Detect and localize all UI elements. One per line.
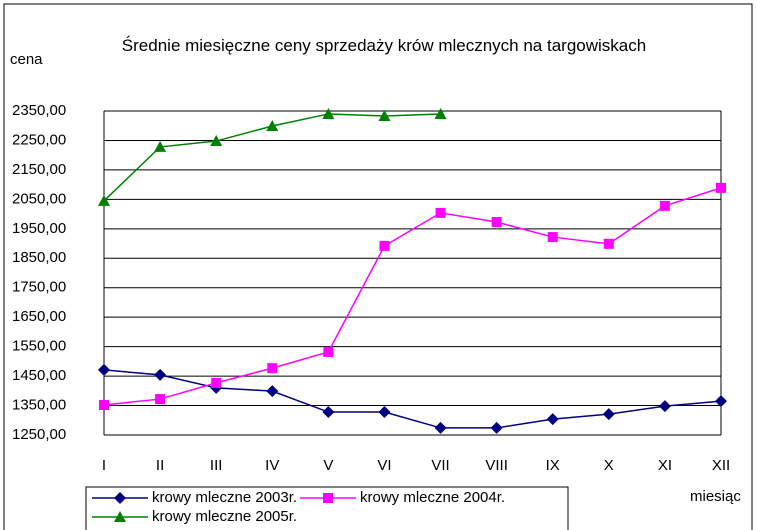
y-tick-label: 1850,00 (12, 249, 66, 266)
marker-diamond (114, 492, 126, 504)
x-tick-label: II (156, 457, 164, 474)
series-line (103, 187, 722, 406)
marker-triangle (98, 194, 110, 206)
x-tick-label: XI (658, 457, 672, 474)
x-tick-label: VII (431, 457, 449, 474)
y-tick-label: 2150,00 (12, 161, 66, 178)
series-line (103, 369, 722, 429)
marker-diamond (546, 413, 559, 426)
marker-square (603, 238, 614, 249)
marker-triangle (210, 135, 223, 147)
marker-square (491, 217, 502, 228)
marker-triangle (114, 511, 126, 522)
y-tick-label: 1250,00 (12, 426, 66, 443)
marker-diamond (715, 395, 727, 408)
marker-square (99, 399, 109, 410)
marker-square (716, 182, 726, 193)
marker-triangle (154, 140, 167, 152)
y-tick-label: 2350,00 (12, 102, 66, 119)
y-tick-label: 1950,00 (12, 220, 66, 237)
marker-diamond (266, 385, 279, 398)
marker-diamond (490, 421, 503, 434)
chart-title: Średnie miesięczne ceny sprzedaży krów m… (121, 36, 647, 55)
marker-square (659, 200, 670, 211)
marker-square (435, 207, 446, 218)
marker-square (379, 240, 390, 251)
x-tick-label: V (323, 457, 333, 474)
chart-border (3, 3, 753, 530)
marker-square (155, 394, 166, 405)
y-tick-label: 1650,00 (12, 308, 66, 325)
x-tick-label: X (604, 457, 614, 474)
x-tick-label: III (210, 457, 223, 474)
marker-square (267, 363, 278, 374)
y-tick-label: 1450,00 (12, 367, 66, 384)
marker-square (323, 493, 333, 503)
marker-diamond (434, 421, 447, 434)
y-tick-label: 1350,00 (12, 397, 66, 414)
marker-triangle (434, 107, 447, 119)
y-tick-label: 1550,00 (12, 338, 66, 355)
marker-square (211, 377, 222, 388)
marker-diamond (658, 400, 671, 413)
x-tick-label: IV (265, 457, 279, 474)
x-tick-label: I (102, 457, 106, 474)
y-tick-label: 2050,00 (12, 190, 66, 207)
legend-label: krowy mleczne 2003r. (152, 489, 297, 506)
legend-label: krowy mleczne 2005r. (152, 508, 297, 525)
x-tick-label: IX (546, 457, 560, 474)
y-axis-label: cena (10, 51, 43, 68)
y-tick-label: 2250,00 (12, 131, 66, 148)
marker-triangle (322, 107, 335, 119)
legend-label: krowy mleczne 2004r. (360, 489, 505, 506)
marker-diamond (602, 408, 615, 421)
x-axis-label: miesiąc (690, 488, 741, 505)
x-tick-label: XII (712, 457, 730, 474)
marker-diamond (378, 406, 391, 419)
marker-square (547, 232, 558, 243)
marker-diamond (98, 363, 110, 376)
marker-triangle (378, 110, 391, 122)
x-tick-label: VI (377, 457, 391, 474)
x-tick-label: VIII (485, 457, 508, 474)
marker-diamond (154, 368, 167, 381)
marker-square (323, 346, 334, 357)
y-tick-label: 1750,00 (12, 279, 66, 296)
marker-triangle (266, 120, 279, 132)
marker-diamond (322, 406, 335, 419)
